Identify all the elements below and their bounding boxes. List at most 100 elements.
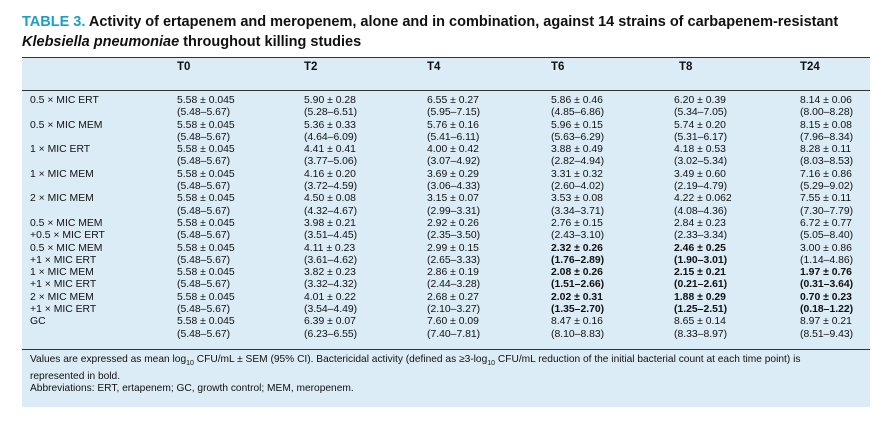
table-cell: 8.97 ± 0.21 xyxy=(800,316,852,328)
table-cell: (2.43–3.10) xyxy=(551,230,605,242)
table-cell: 8.14 ± 0.06 xyxy=(800,95,852,106)
table-cell: (5.48–5.67) xyxy=(177,156,231,168)
table-cell: (8.10–8.83) xyxy=(551,328,605,340)
table-cell: 2.84 ± 0.23 xyxy=(674,217,726,229)
table-body: 0.5 × MIC ERT 5.58 ± 0.045 5.90 ± 0.28 6.55… xyxy=(22,95,870,341)
table-cell: 5.74 ± 0.20 xyxy=(674,119,726,131)
row-label: 1 × MIC MEM xyxy=(30,267,94,279)
bottom-rule xyxy=(22,349,870,350)
table-cell: 2.76 ± 0.15 xyxy=(551,217,603,229)
table-cell: (8.51–9.43) xyxy=(800,328,854,340)
table-cell: 5.58 ± 0.045 xyxy=(177,168,235,180)
table-cell: 2.02 ± 0.31 xyxy=(551,291,603,303)
table-cell: (6.23–6.55) xyxy=(304,328,358,340)
row-label: 1 × MIC ERT xyxy=(30,144,91,156)
table-cell: (5.05–8.40) xyxy=(800,230,854,242)
row-label: 2 × MIC MEM xyxy=(30,193,94,205)
table-cell: 3.00 ± 0.86 xyxy=(800,242,852,254)
table-row: (5.48–5.67) (5.28–6.51) (5.95–7.15) (4.85–6… xyxy=(22,107,870,119)
table-cell: 4.11 ± 0.23 xyxy=(304,242,356,254)
table-row: 1 × MIC MEM 5.58 ± 0.045 4.16 ± 0.20 3.69 ±… xyxy=(22,169,870,181)
table-row: (5.48–5.67) (4.64–6.09) (5.41–6.11) (5.63–6… xyxy=(22,132,870,144)
table-cell: (5.95–7.15) xyxy=(427,107,481,119)
row-label: 0.5 × MIC MEM xyxy=(30,119,103,131)
table-cell: 8.15 ± 0.08 xyxy=(800,119,852,131)
table-cell: 6.20 ± 0.39 xyxy=(674,95,726,106)
table-cell: (3.34–3.71) xyxy=(551,205,605,217)
table-cell: 5.58 ± 0.045 xyxy=(177,193,235,205)
table-cell: 5.58 ± 0.045 xyxy=(177,217,235,229)
table-cell: 5.58 ± 0.045 xyxy=(177,316,235,328)
table-cell: (3.32–4.32) xyxy=(304,279,358,291)
table-cell: (5.48–5.67) xyxy=(177,230,231,242)
table-cell: 4.41 ± 0.41 xyxy=(304,144,356,156)
table-cell: (5.63–6.29) xyxy=(551,131,605,143)
table-cell: (5.48–5.67) xyxy=(177,254,231,266)
table-cell: 2.32 ± 0.26 xyxy=(551,242,603,254)
table-cell: 5.96 ± 0.15 xyxy=(551,119,603,131)
table-cell: 6.72 ± 0.77 xyxy=(800,217,852,229)
table-cell: (1.35–2.70) xyxy=(551,304,605,316)
title-text: Activity of ertapenem and meropenem, alo… xyxy=(88,14,839,30)
table-cell: 5.86 ± 0.46 xyxy=(551,95,603,106)
row-label: 0.5 × MIC MEM xyxy=(30,217,103,229)
table-cell: 2.08 ± 0.26 xyxy=(551,267,603,279)
table-cell: (1.90–3.01) xyxy=(674,254,728,266)
table-panel: T0 T2 T4 T6 T8 T24 0.5 × MIC ERT 5.58 ± 0.045 5… xyxy=(22,57,870,407)
row-label: 2 × MIC MEM xyxy=(30,291,94,303)
table-cell: 5.58 ± 0.045 xyxy=(177,267,235,279)
column-header: T24 xyxy=(800,61,820,73)
table-cell: 6.55 ± 0.27 xyxy=(427,95,479,106)
column-header: T6 xyxy=(551,61,565,73)
row-label: GC xyxy=(30,316,46,328)
row-label: +1 × MIC ERT xyxy=(30,254,97,266)
table-cell: 8.28 ± 0.11 xyxy=(800,144,852,156)
row-label: +0.5 × MIC ERT xyxy=(30,230,105,242)
table-cell: (2.82–4.94) xyxy=(551,156,605,168)
table-cell: 7.60 ± 0.09 xyxy=(427,316,479,328)
column-header: T0 xyxy=(177,61,191,73)
table-title: TABLE 3. Activity of ertapenem and merop… xyxy=(22,12,882,52)
table-cell: (3.61–4.62) xyxy=(304,254,358,266)
table-cell: 3.69 ± 0.29 xyxy=(427,168,479,180)
table-cell: 3.31 ± 0.32 xyxy=(551,168,603,180)
table-footnote: Values are expressed as mean log10 CFU/m… xyxy=(30,354,860,396)
table-row: +0.5 × MIC ERT (5.48–5.67) (3.51–4.45) (2.3… xyxy=(22,230,870,242)
table-cell: 5.58 ± 0.045 xyxy=(177,291,235,303)
table-cell: 5.58 ± 0.045 xyxy=(177,144,235,156)
table-cell: (5.29–9.02) xyxy=(800,181,854,193)
header-rule xyxy=(22,90,870,91)
table-cell: (5.48–5.67) xyxy=(177,304,231,316)
table-cell: (5.48–5.67) xyxy=(177,328,231,340)
column-header: T4 xyxy=(427,61,441,73)
table-cell: 7.16 ± 0.86 xyxy=(800,168,852,180)
table-cell: (1.25–2.51) xyxy=(674,304,728,316)
table-cell: (5.34–7.05) xyxy=(674,107,728,119)
table-cell: (8.03–8.53) xyxy=(800,156,854,168)
table-cell: (2.44–3.28) xyxy=(427,279,481,291)
table-row: +1 × MIC ERT (5.48–5.67) (3.32–4.32) (2.44–… xyxy=(22,279,870,291)
table-cell: 8.65 ± 0.14 xyxy=(674,316,726,328)
table-cell: (3.07–4.92) xyxy=(427,156,481,168)
table-cell: 5.58 ± 0.045 xyxy=(177,119,235,131)
table-row: 0.5 × MIC MEM 5.58 ± 0.045 4.11 ± 0.23 2.99… xyxy=(22,243,870,255)
table-row: 0.5 × MIC MEM 5.58 ± 0.045 5.36 ± 0.33 5.76… xyxy=(22,120,870,132)
table-cell: 4.00 ± 0.42 xyxy=(427,144,479,156)
column-header: T2 xyxy=(304,61,318,73)
table-cell: (3.06–4.33) xyxy=(427,181,481,193)
table-cell: 5.76 ± 0.16 xyxy=(427,119,479,131)
table-cell: (2.35–3.50) xyxy=(427,230,481,242)
table-cell: (5.48–5.67) xyxy=(177,107,231,119)
table-label: TABLE 3. xyxy=(22,14,86,30)
table-cell: (5.48–5.67) xyxy=(177,205,231,217)
table-cell: 5.36 ± 0.33 xyxy=(304,119,356,131)
footnote-line-1: Values are expressed as mean log10 CFU/m… xyxy=(30,354,801,368)
table-row: 1 × MIC MEM 5.58 ± 0.045 3.82 ± 0.23 2.86 ±… xyxy=(22,267,870,279)
table-cell: (5.31–6.17) xyxy=(674,131,728,143)
table-row: 2 × MIC MEM 5.58 ± 0.045 4.50 ± 0.08 3.15 ±… xyxy=(22,193,870,205)
table-cell: (4.08–4.36) xyxy=(674,205,728,217)
table-cell: 5.58 ± 0.045 xyxy=(177,242,235,254)
table-cell: (3.77–5.06) xyxy=(304,156,358,168)
table-cell: (0.21–2.61) xyxy=(674,279,728,291)
table-cell: 4.18 ± 0.53 xyxy=(674,144,726,156)
